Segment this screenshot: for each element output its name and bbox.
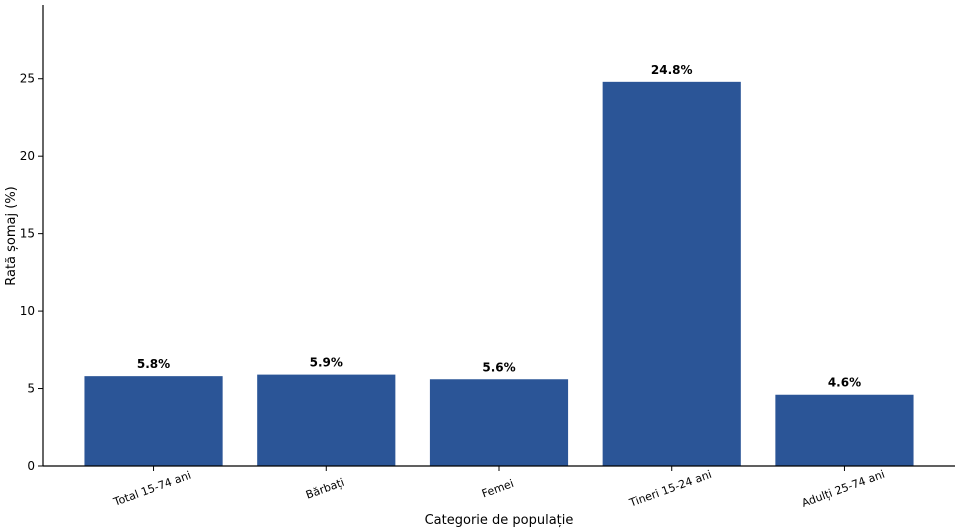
y-tick-label: 25	[20, 72, 35, 86]
value-label: 5.6%	[482, 360, 515, 374]
y-tick-label: 10	[20, 304, 35, 318]
y-axis-label: Rată șomaj (%)	[4, 186, 19, 286]
value-label: 5.8%	[137, 357, 170, 371]
x-axis-label: Categorie de populație	[425, 513, 574, 528]
y-tick-label: 20	[20, 149, 35, 163]
y-tick-label: 15	[20, 227, 35, 241]
x-tick-label: Bărbați	[304, 476, 346, 502]
bar	[429, 379, 569, 466]
y-tick-label: 0	[27, 459, 35, 473]
value-label: 4.6%	[828, 376, 861, 390]
bar	[602, 81, 741, 466]
bar	[257, 374, 396, 466]
x-tick-label: Femei	[480, 477, 516, 501]
y-tick-label: 5	[27, 382, 35, 396]
x-tick-label: Adulți 25-74 ani	[800, 468, 887, 510]
bar	[775, 394, 914, 466]
value-label: 5.9%	[310, 356, 343, 370]
x-tick-label: Tineri 15-24 ani	[627, 468, 714, 510]
bar	[84, 376, 223, 466]
value-label: 24.8%	[651, 63, 693, 77]
x-tick-label: Total 15-74 ani	[111, 469, 193, 509]
